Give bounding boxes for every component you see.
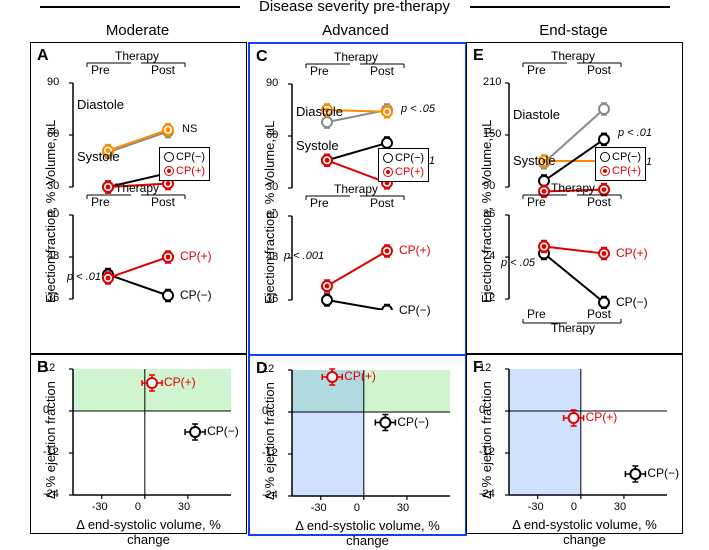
- legend: CP(−)CP(+): [595, 147, 646, 181]
- ef-ylabel: Ejection fraction, %: [43, 192, 58, 303]
- legend: CP(−)CP(+): [378, 148, 429, 182]
- diastole-label: Diastole: [77, 97, 124, 112]
- diastole-label: Diastole: [296, 104, 343, 119]
- ef-ylabel: Ejection fraction, %: [479, 192, 494, 303]
- volume-ylabel: Volume, µL: [43, 120, 58, 185]
- scatter-xlabel: Δ end-systolic volume, % change: [280, 518, 455, 548]
- systole-label: Systole: [77, 149, 120, 164]
- panel-c: C TherapyPrePost306090p < .05p < .01Dias…: [248, 42, 467, 356]
- scatter-ylabel: Δ % ejection fraction: [479, 381, 494, 499]
- volume-ylabel: Volume, µL: [262, 121, 277, 186]
- panel-a: A TherapyPrePost306090NSNSDiastoleSystol…: [30, 42, 247, 354]
- ef-plot: [31, 209, 246, 309]
- col-title-advanced: Advanced: [248, 22, 463, 39]
- col-title-moderate: Moderate: [30, 22, 245, 39]
- panel-f: F -24-12012-30030CP(+)CP(−)Δ % ejection …: [466, 354, 683, 534]
- ef-plot: [250, 210, 465, 310]
- figure-root: Disease severity pre-therapy Moderate Ad…: [0, 0, 709, 550]
- panel-e: E TherapyPrePost90150210p < .01p < .01Di…: [466, 42, 683, 354]
- legend: CP(−)CP(+): [159, 147, 210, 181]
- diastole-label: Diastole: [513, 107, 560, 122]
- panel-b: B -24-12012-30030CP(+)CP(−)Δ % ejection …: [30, 354, 247, 534]
- header-title: Disease severity pre-therapy: [0, 0, 709, 15]
- scatter-xlabel: Δ end-systolic volume, % change: [497, 517, 672, 547]
- pvalue: p < .01: [67, 271, 101, 283]
- pvalue: p < .001: [284, 250, 324, 262]
- scatter-ylabel: Δ % ejection fraction: [262, 382, 277, 500]
- scatter-ylabel: Δ % ejection fraction: [43, 381, 58, 499]
- pvalue: p < .05: [501, 257, 535, 269]
- ef-ylabel: Ejection fraction, %: [262, 193, 277, 304]
- scatter-xlabel: Δ end-systolic volume, % change: [61, 517, 236, 547]
- panel-d: D -24-12012-30030CP(+)CP(−)Δ % ejection …: [248, 354, 467, 536]
- systole-label: Systole: [513, 153, 556, 168]
- col-title-endstage: End-stage: [466, 22, 681, 39]
- volume-ylabel: Volume, µL: [479, 120, 494, 185]
- systole-label: Systole: [296, 138, 339, 153]
- ef-plot: [467, 209, 682, 309]
